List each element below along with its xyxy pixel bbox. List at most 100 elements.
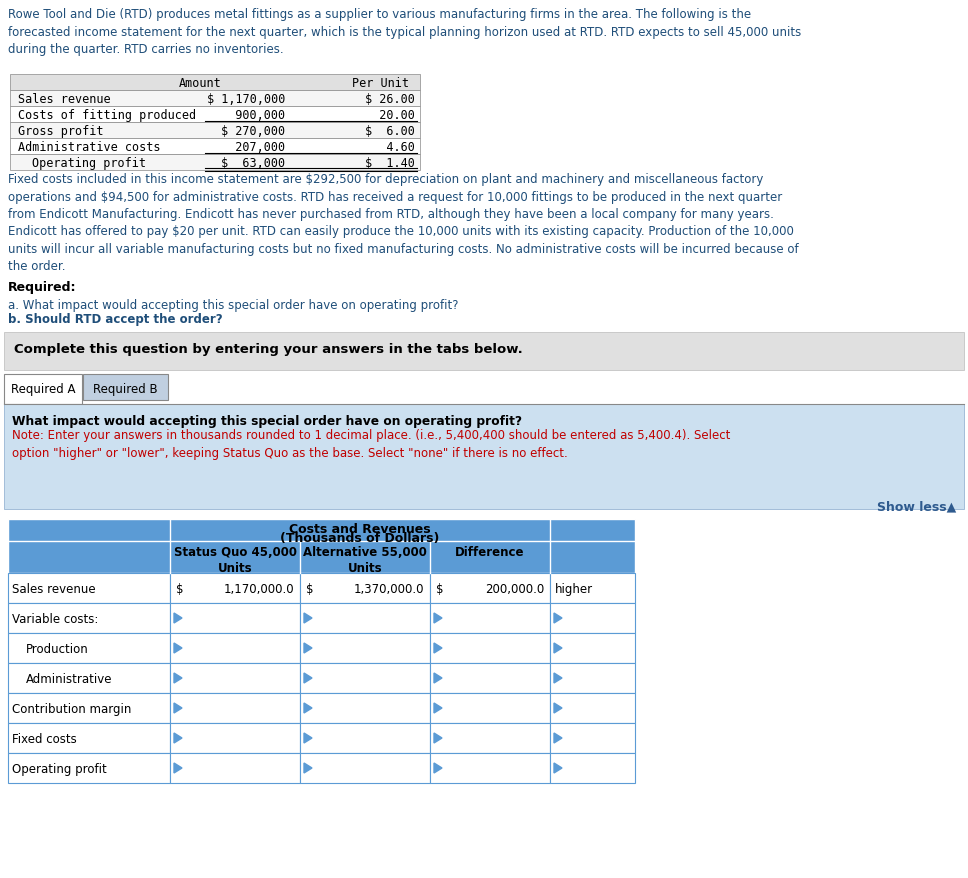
- Polygon shape: [304, 673, 312, 683]
- Bar: [4, 405, 964, 509]
- Polygon shape: [434, 644, 442, 653]
- Polygon shape: [304, 733, 312, 743]
- Polygon shape: [434, 673, 442, 683]
- Polygon shape: [174, 673, 182, 683]
- Bar: [550, 603, 635, 633]
- Text: 4.60: 4.60: [365, 140, 415, 154]
- Text: 900,000: 900,000: [221, 109, 285, 122]
- Polygon shape: [434, 703, 442, 713]
- Text: $: $: [306, 582, 314, 595]
- Bar: [550, 573, 635, 603]
- Bar: [10, 139, 420, 155]
- Bar: [550, 663, 635, 694]
- Polygon shape: [304, 703, 312, 713]
- Text: Gross profit: Gross profit: [18, 125, 104, 138]
- Text: Contribution margin: Contribution margin: [12, 702, 132, 716]
- Bar: [170, 753, 300, 783]
- Polygon shape: [174, 733, 182, 743]
- Text: Note: Enter your answers in thousands rounded to 1 decimal place. (i.e., 5,400,4: Note: Enter your answers in thousands ro…: [12, 428, 731, 459]
- Text: Production: Production: [26, 643, 89, 655]
- Bar: [550, 753, 635, 783]
- Text: Required:: Required:: [8, 281, 76, 293]
- Bar: [170, 573, 300, 603]
- Polygon shape: [554, 703, 562, 713]
- Text: Costs and Revenues: Costs and Revenues: [289, 522, 431, 536]
- Text: Required B: Required B: [93, 383, 158, 396]
- Bar: [550, 723, 635, 753]
- Text: Administrative: Administrative: [26, 673, 112, 685]
- Text: $: $: [436, 582, 443, 595]
- Polygon shape: [434, 614, 442, 623]
- Polygon shape: [174, 763, 182, 774]
- Text: $  63,000: $ 63,000: [221, 157, 285, 169]
- Bar: [300, 573, 430, 603]
- Bar: [170, 663, 300, 694]
- Bar: [10, 75, 420, 91]
- Bar: [430, 663, 550, 694]
- Bar: [170, 603, 300, 633]
- Text: Status Quo 45,000
Units: Status Quo 45,000 Units: [173, 545, 296, 574]
- Polygon shape: [304, 644, 312, 653]
- Bar: [300, 723, 430, 753]
- Text: Fixed costs included in this income statement are $292,500 for depreciation on p: Fixed costs included in this income stat…: [8, 173, 799, 273]
- Text: Sales revenue: Sales revenue: [18, 93, 110, 106]
- Polygon shape: [174, 703, 182, 713]
- Text: Show less▲: Show less▲: [877, 500, 956, 513]
- Text: Required A: Required A: [11, 383, 76, 396]
- Text: Operating profit: Operating profit: [32, 157, 146, 169]
- Text: 200,000.0: 200,000.0: [485, 582, 544, 595]
- Bar: [10, 155, 420, 171]
- Text: $ 270,000: $ 270,000: [221, 125, 285, 138]
- Text: $  6.00: $ 6.00: [365, 125, 415, 138]
- Bar: [10, 123, 420, 139]
- Text: Fixed costs: Fixed costs: [12, 732, 76, 745]
- Bar: [8, 633, 170, 663]
- Text: $ 26.00: $ 26.00: [365, 93, 415, 106]
- Bar: [170, 633, 300, 663]
- Bar: [8, 753, 170, 783]
- Bar: [300, 603, 430, 633]
- Text: Complete this question by entering your answers in the tabs below.: Complete this question by entering your …: [14, 342, 523, 356]
- Polygon shape: [174, 644, 182, 653]
- Text: 1,370,000.0: 1,370,000.0: [353, 582, 424, 595]
- Text: Costs of fitting produced: Costs of fitting produced: [18, 109, 197, 122]
- Bar: [430, 633, 550, 663]
- Bar: [430, 603, 550, 633]
- Polygon shape: [304, 763, 312, 774]
- Text: Per Unit: Per Unit: [351, 77, 408, 90]
- Bar: [83, 375, 168, 400]
- Text: Alternative 55,000
Units: Alternative 55,000 Units: [303, 545, 427, 574]
- Text: $  1.40: $ 1.40: [365, 157, 415, 169]
- Polygon shape: [554, 614, 562, 623]
- Polygon shape: [174, 614, 182, 623]
- Bar: [10, 107, 420, 123]
- Text: 20.00: 20.00: [365, 109, 415, 122]
- Bar: [8, 603, 170, 633]
- Text: Sales revenue: Sales revenue: [12, 582, 96, 595]
- Text: Rowe Tool and Die (RTD) produces metal fittings as a supplier to various manufac: Rowe Tool and Die (RTD) produces metal f…: [8, 8, 802, 56]
- Text: Variable costs:: Variable costs:: [12, 612, 99, 625]
- Bar: [430, 723, 550, 753]
- Text: (Thousands of Dollars): (Thousands of Dollars): [281, 531, 439, 544]
- Bar: [8, 663, 170, 694]
- Text: $ 1,170,000: $ 1,170,000: [206, 93, 285, 106]
- Bar: [550, 633, 635, 663]
- Bar: [170, 723, 300, 753]
- Bar: [430, 753, 550, 783]
- Bar: [8, 520, 635, 573]
- Text: $: $: [176, 582, 184, 595]
- Polygon shape: [304, 614, 312, 623]
- Text: Administrative costs: Administrative costs: [18, 140, 161, 154]
- Bar: [8, 723, 170, 753]
- Text: What impact would accepting this special order have on operating profit?: What impact would accepting this special…: [12, 414, 522, 428]
- Bar: [430, 694, 550, 723]
- Bar: [170, 694, 300, 723]
- Bar: [300, 633, 430, 663]
- Polygon shape: [434, 733, 442, 743]
- Text: higher: higher: [555, 582, 593, 595]
- Bar: [4, 375, 82, 405]
- Bar: [300, 663, 430, 694]
- Bar: [8, 694, 170, 723]
- Text: b. Should RTD accept the order?: b. Should RTD accept the order?: [8, 313, 223, 326]
- Text: a. What impact would accepting this special order have on operating profit?: a. What impact would accepting this spec…: [8, 299, 459, 312]
